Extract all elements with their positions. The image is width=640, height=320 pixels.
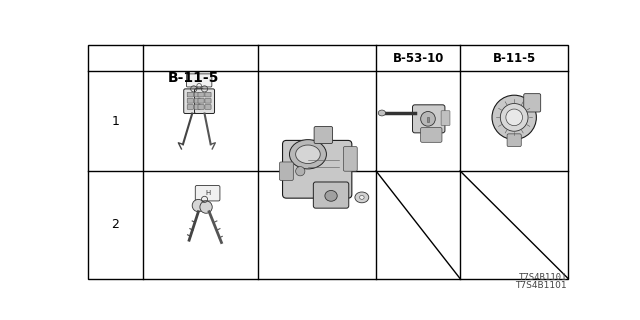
Ellipse shape [289, 140, 326, 169]
FancyBboxPatch shape [314, 126, 333, 143]
FancyBboxPatch shape [195, 186, 220, 201]
Ellipse shape [355, 192, 369, 203]
FancyBboxPatch shape [198, 92, 204, 97]
Circle shape [492, 95, 536, 140]
FancyBboxPatch shape [280, 162, 293, 180]
FancyBboxPatch shape [413, 105, 445, 133]
FancyBboxPatch shape [195, 89, 214, 114]
FancyBboxPatch shape [441, 111, 450, 125]
Text: B-11-5: B-11-5 [167, 71, 219, 85]
Text: B-53-10: B-53-10 [392, 52, 444, 65]
Ellipse shape [360, 196, 364, 199]
Circle shape [500, 103, 528, 131]
FancyBboxPatch shape [198, 99, 204, 103]
Text: H: H [205, 190, 210, 196]
Text: T7S4B1101: T7S4B1101 [515, 281, 566, 290]
Bar [426, 116, 429, 123]
FancyBboxPatch shape [205, 92, 211, 97]
FancyBboxPatch shape [187, 105, 193, 109]
FancyBboxPatch shape [344, 147, 357, 171]
FancyBboxPatch shape [205, 99, 211, 103]
FancyBboxPatch shape [420, 128, 442, 142]
FancyBboxPatch shape [524, 94, 541, 112]
Circle shape [200, 201, 212, 213]
FancyBboxPatch shape [187, 99, 193, 103]
FancyBboxPatch shape [205, 105, 211, 109]
FancyBboxPatch shape [187, 92, 193, 97]
Circle shape [420, 111, 435, 126]
FancyBboxPatch shape [194, 99, 200, 103]
FancyBboxPatch shape [282, 140, 352, 198]
FancyBboxPatch shape [194, 105, 200, 109]
Circle shape [506, 109, 522, 126]
FancyBboxPatch shape [194, 92, 200, 97]
Text: T7S4B1101: T7S4B1101 [518, 274, 566, 283]
FancyBboxPatch shape [184, 89, 204, 114]
Ellipse shape [296, 145, 320, 164]
Circle shape [296, 167, 305, 176]
Text: 1: 1 [111, 115, 119, 128]
FancyBboxPatch shape [314, 182, 349, 208]
Ellipse shape [378, 110, 385, 116]
FancyBboxPatch shape [186, 74, 212, 87]
Ellipse shape [325, 190, 337, 201]
FancyBboxPatch shape [198, 105, 204, 109]
FancyBboxPatch shape [507, 134, 521, 147]
Text: B-11-5: B-11-5 [493, 52, 536, 65]
Text: 2: 2 [111, 218, 119, 231]
Circle shape [192, 199, 205, 212]
